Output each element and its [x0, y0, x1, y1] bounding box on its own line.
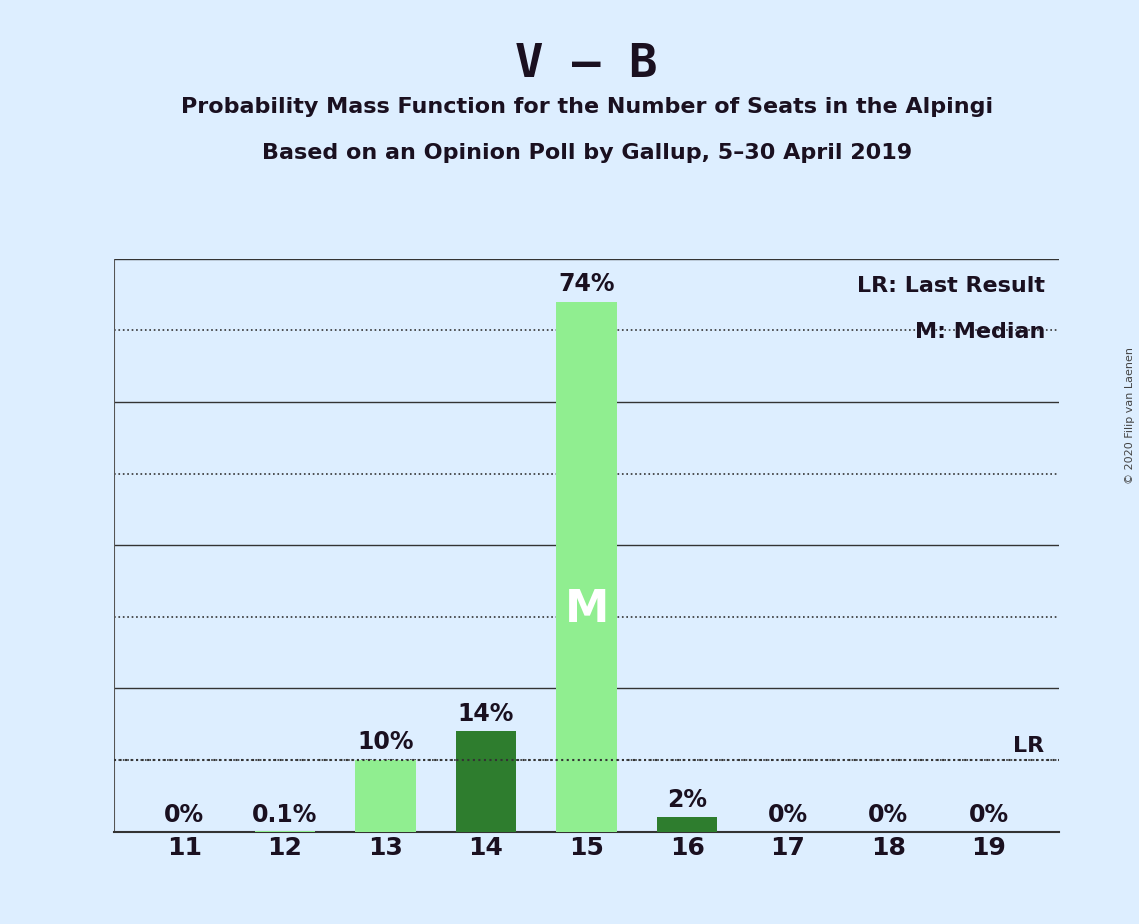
Text: M: Median: M: Median	[915, 322, 1046, 342]
Text: 2%: 2%	[667, 787, 707, 811]
Text: 0.1%: 0.1%	[252, 803, 318, 827]
Text: V – B: V – B	[515, 42, 658, 87]
Text: 0%: 0%	[164, 803, 204, 827]
Text: 0%: 0%	[969, 803, 1009, 827]
Bar	[657, 818, 718, 832]
Text: 0%: 0%	[768, 803, 808, 827]
Bar	[557, 301, 616, 832]
Bar	[355, 760, 416, 832]
Text: © 2020 Filip van Laenen: © 2020 Filip van Laenen	[1125, 347, 1134, 484]
Text: 74%: 74%	[558, 272, 615, 296]
Text: LR: Last Result: LR: Last Result	[857, 276, 1046, 296]
Text: Based on an Opinion Poll by Gallup, 5–30 April 2019: Based on an Opinion Poll by Gallup, 5–30…	[262, 143, 911, 164]
Text: 0%: 0%	[868, 803, 909, 827]
Text: 10%: 10%	[358, 730, 413, 754]
Text: M: M	[565, 588, 608, 630]
Text: Probability Mass Function for the Number of Seats in the Alpingi: Probability Mass Function for the Number…	[180, 97, 993, 117]
Text: LR: LR	[1013, 736, 1044, 757]
Text: 14%: 14%	[458, 701, 514, 725]
Bar	[456, 732, 516, 832]
